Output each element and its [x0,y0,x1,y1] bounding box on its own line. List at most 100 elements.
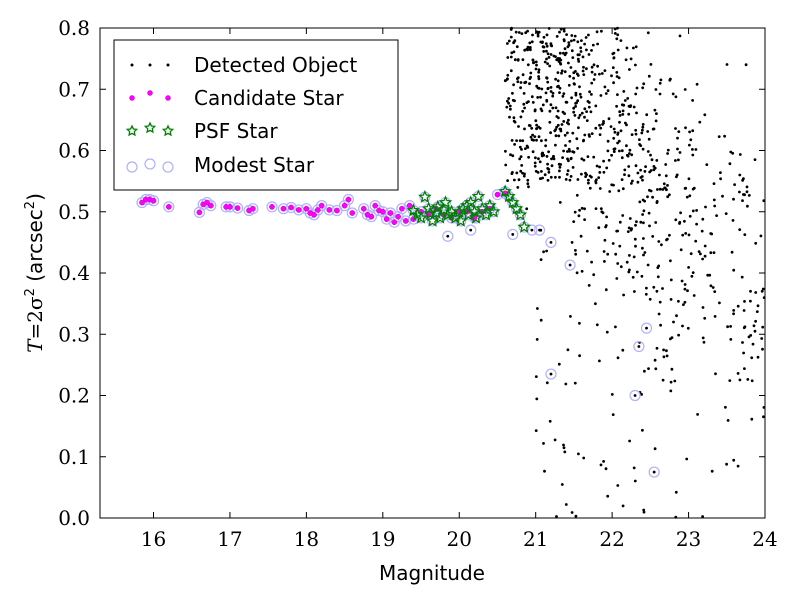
detected-object-point [576,53,580,57]
detected-object-point [662,182,666,186]
detected-object-point [607,158,611,162]
detected-object-point [631,275,635,279]
detected-object-point [736,372,740,375]
detected-object-point [753,158,757,162]
detected-object-point [556,85,559,89]
detected-object-point [612,136,616,140]
detected-object-point [546,178,550,182]
detected-object-point [686,289,689,293]
detected-object-point [546,80,550,84]
detected-object-point [594,207,598,211]
detected-object-point [644,165,647,169]
detected-object-point [704,205,707,209]
detected-object-point [519,169,523,173]
detected-object-point [517,31,521,34]
psf-star-point [486,204,501,218]
detected-object-point [625,260,629,264]
detected-object-point [536,307,539,310]
detected-object-point [574,102,577,105]
detected-object-point [525,47,529,51]
candidate-star-point [360,205,367,212]
detected-object-point [587,181,590,185]
detected-object-point [575,137,579,141]
detected-object-points [446,26,766,519]
detected-object-point [655,200,659,203]
detected-object-point [576,99,580,103]
detected-object-point [674,159,677,162]
modest-star-point [545,236,557,248]
detected-object-point [547,56,551,59]
detected-object-point [669,259,672,263]
detected-object-point [576,74,580,77]
detected-object-point [572,110,576,114]
detected-object-point [623,168,627,172]
detected-object-point [659,78,663,82]
detected-object-point [658,92,662,96]
detected-object-point [579,95,583,99]
detected-object-point [580,111,584,115]
detected-object-point [657,240,661,243]
detected-object-point [685,195,689,199]
detected-object-point [580,157,584,161]
detected-object-point [508,115,511,119]
detected-object-point [577,60,581,63]
detected-object-point [594,181,598,185]
x-tick-label: 17 [217,527,242,551]
detected-object-point [555,35,559,38]
detected-object-point [632,466,636,470]
detected-object-point [746,378,750,381]
detected-object-point [641,128,644,132]
detected-object-point [558,165,562,169]
detected-object-point [549,175,553,179]
detected-object-point [549,53,553,56]
detected-object-point [627,270,631,274]
detected-object-point [521,139,525,143]
psf-star-point [431,199,445,213]
detected-object-point [598,187,602,190]
modest-star-point [231,202,244,214]
detected-object-point [587,101,591,104]
detected-object-point [562,92,566,95]
detected-object-point [541,45,545,49]
candidate-star-points [139,190,508,226]
detected-object-point [599,463,603,467]
detected-object-point [655,112,658,115]
detected-object-point [613,130,617,134]
detected-object-point [689,138,693,142]
detected-object-point [542,250,545,254]
detected-object-point [548,419,552,423]
detected-object-point [530,95,534,99]
psf-star-point [471,189,486,203]
detected-object-point [543,469,546,473]
detected-object-point [624,121,627,125]
candidate-star-point [391,219,398,226]
detected-object-point [555,515,558,518]
detected-object-point [521,109,525,113]
detected-object-point [641,213,644,216]
modest-star-point [640,322,653,334]
detected-object-point [675,314,678,318]
detected-object-point [650,158,654,162]
detected-object-point [551,106,555,110]
detected-object-point [512,50,516,54]
detected-object-point [732,309,736,312]
detected-object-point [585,48,588,52]
detected-object-point [605,215,608,219]
detected-object-point [640,274,644,278]
detected-object-point [539,107,543,111]
detected-object-point [539,318,543,322]
detected-object-point [683,187,687,190]
detected-object-point [709,284,713,288]
detected-object-point [641,86,645,90]
detected-object-point [573,82,576,86]
detected-object-point [690,274,694,278]
detected-object-point [531,33,534,37]
detected-object-point [571,56,575,59]
detected-object-point [620,149,624,153]
detected-object-point [511,91,514,95]
detected-object-point [601,211,605,215]
modest-star-point [648,466,660,478]
detected-object-point [604,224,608,227]
psf-star-points [406,184,532,233]
detected-object-point [618,220,622,224]
